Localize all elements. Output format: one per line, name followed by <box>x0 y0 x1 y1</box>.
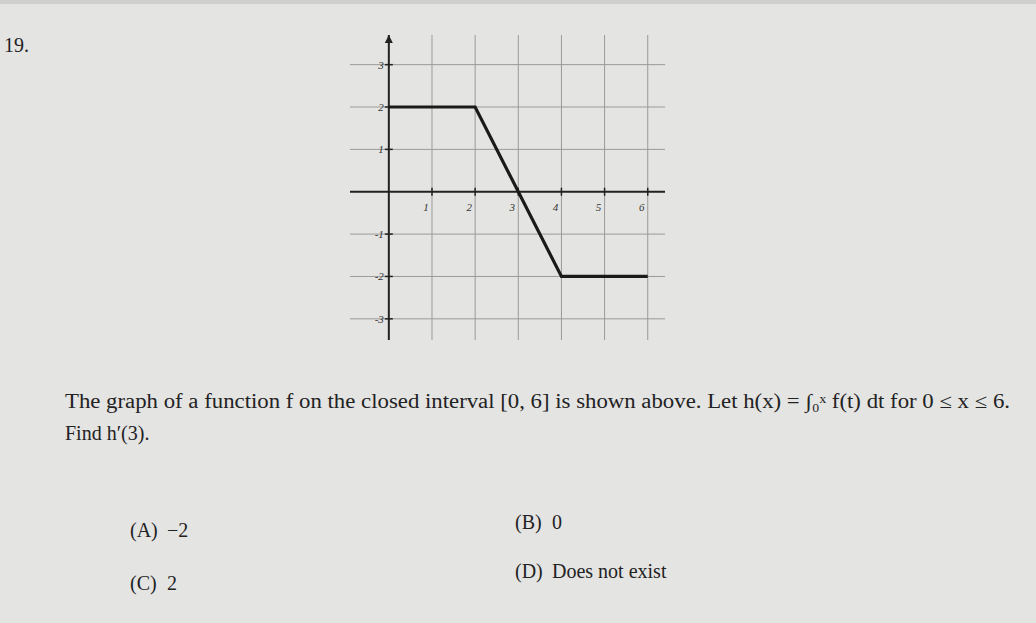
question-number: 19. <box>4 34 29 56</box>
page: 19. 1 2 3 4 5 6 -3 -2 -1 1 2 3 The graph of a functio… <box>0 0 1036 623</box>
tick-mark <box>431 188 433 196</box>
background <box>0 0 1036 623</box>
tick-mark <box>561 188 563 196</box>
question-text: The graph of a function f on the closed … <box>65 390 1010 414</box>
choice-letter: (A) <box>130 519 158 542</box>
grid-line <box>475 35 476 340</box>
tick-label: 2 <box>466 201 472 213</box>
x-axis <box>350 191 665 193</box>
grid-line <box>431 35 432 340</box>
tick-label: 1 <box>378 143 384 155</box>
grid-line <box>350 149 665 150</box>
tick-mark <box>385 318 393 320</box>
tick-mark <box>385 276 393 278</box>
graph: 1 2 3 4 5 6 -3 -2 -1 1 2 3 <box>350 35 665 340</box>
question-text: Find h′(3). <box>65 422 149 445</box>
tick-mark <box>647 188 649 196</box>
y-axis <box>388 35 390 340</box>
tick-mark <box>604 188 606 196</box>
grid-line <box>518 35 519 340</box>
tick-label: 2 <box>378 101 384 113</box>
tick-label: -2 <box>375 270 385 282</box>
tick-label: 4 <box>553 201 559 213</box>
tick-label: -3 <box>375 313 385 325</box>
choice-text: Does not exist <box>552 560 667 582</box>
tick-label: 1 <box>423 201 429 213</box>
grid-line <box>350 318 665 319</box>
function-line <box>389 107 648 276</box>
choice-text: 2 <box>167 572 177 594</box>
choice-text: 0 <box>552 511 562 533</box>
choice-letter: (C) <box>130 572 157 595</box>
tick-mark <box>385 149 393 151</box>
grid-line <box>647 35 648 340</box>
tick-label: 6 <box>639 201 645 213</box>
tick-mark <box>474 188 476 196</box>
choice-letter: (D) <box>515 560 543 583</box>
grid-line <box>350 234 665 235</box>
grid-line <box>350 64 665 65</box>
data-layer <box>389 107 648 276</box>
choice-text: −2 <box>167 519 188 541</box>
grid-line <box>604 35 605 340</box>
grid-line <box>561 35 562 340</box>
tick-label: 5 <box>596 201 602 213</box>
axis-arrow <box>385 35 393 43</box>
tick-mark <box>385 233 393 235</box>
tick-label: 3 <box>377 59 384 71</box>
tick-mark <box>385 64 393 66</box>
tick-label: 3 <box>509 201 516 213</box>
tick-label: -1 <box>375 228 384 240</box>
choice-letter: (B) <box>515 511 542 534</box>
top-edge <box>0 0 1036 4</box>
